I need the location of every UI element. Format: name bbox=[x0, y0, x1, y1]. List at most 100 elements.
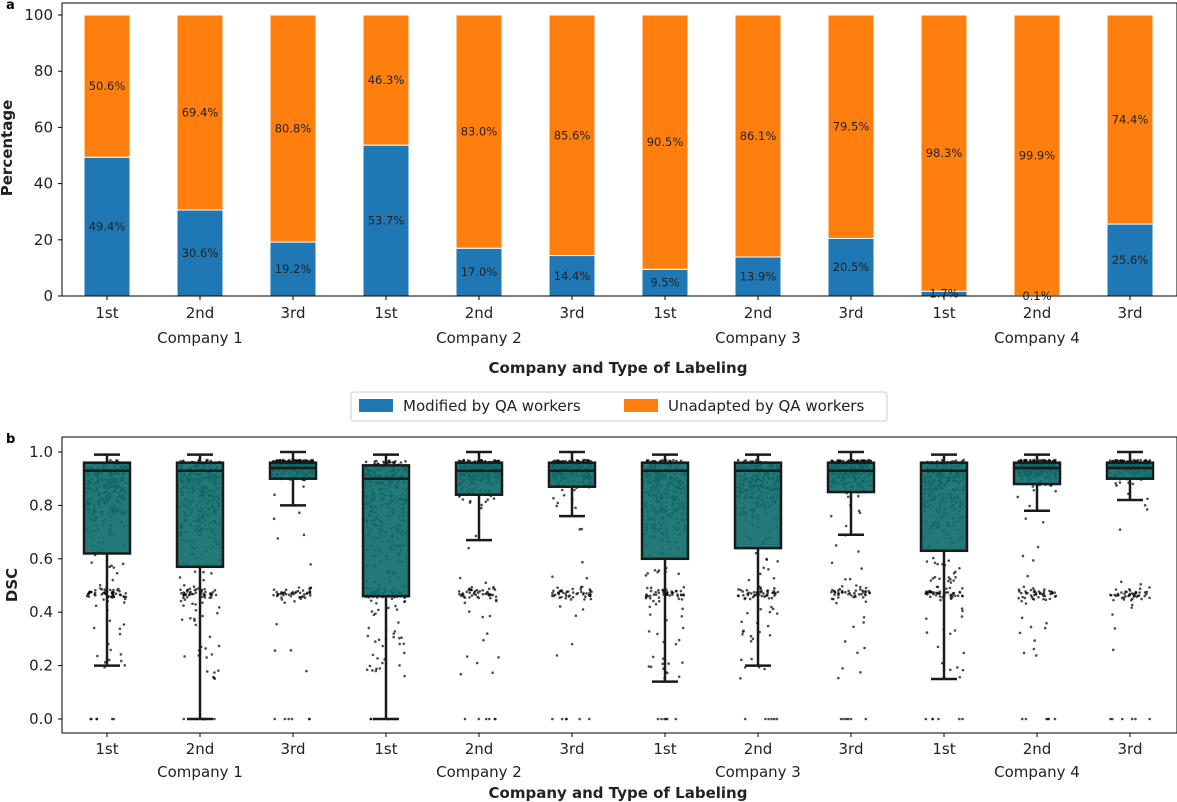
scatter-point bbox=[932, 556, 935, 560]
scatter-point bbox=[752, 594, 756, 597]
scatter-point bbox=[392, 635, 395, 639]
scatter-point bbox=[647, 630, 651, 633]
scatter-point bbox=[646, 572, 650, 575]
scatter-point bbox=[474, 534, 478, 538]
company-group-labels: Company 1 Company 2 Company 3 Company 4 bbox=[157, 763, 1080, 781]
scatter-point bbox=[461, 592, 465, 595]
scatter-point bbox=[90, 590, 93, 594]
scatter-point bbox=[583, 598, 586, 601]
scatter-point bbox=[767, 568, 770, 571]
scatter-point bbox=[111, 578, 115, 582]
scatter-point bbox=[648, 605, 652, 609]
x-tick-label: 3rd bbox=[1118, 740, 1143, 758]
scatter-point bbox=[571, 591, 575, 594]
scatter-point bbox=[933, 575, 937, 579]
scatter-point bbox=[1041, 520, 1045, 524]
scatter-point bbox=[122, 623, 126, 626]
scatter-point bbox=[952, 571, 956, 575]
scatter-point bbox=[485, 632, 489, 635]
box bbox=[268, 461, 318, 480]
scatter-point bbox=[681, 626, 685, 630]
scatter-point bbox=[931, 717, 935, 721]
scatter-point bbox=[649, 613, 652, 616]
scatter-point bbox=[1128, 587, 1131, 591]
scatter-point bbox=[214, 593, 218, 597]
scatter-point bbox=[1134, 717, 1137, 721]
scatter-point bbox=[853, 591, 856, 595]
data-label: 46.3% bbox=[368, 73, 405, 87]
scatter-point bbox=[94, 588, 97, 592]
scatter-point bbox=[89, 717, 92, 721]
scatter-point bbox=[740, 658, 743, 662]
scatter-point bbox=[849, 717, 853, 721]
scatter-point bbox=[107, 658, 111, 662]
scatter-point bbox=[961, 668, 965, 672]
scatter-point bbox=[279, 459, 282, 463]
x-tick-label: 3rd bbox=[281, 304, 306, 322]
scatter-point bbox=[462, 458, 466, 462]
scatter-point bbox=[1023, 596, 1027, 600]
scatter-point bbox=[184, 593, 188, 596]
scatter-point bbox=[584, 595, 587, 599]
scatter-point bbox=[767, 597, 771, 600]
scatter-point bbox=[202, 578, 205, 582]
scatter-point bbox=[765, 593, 769, 596]
scatter-point bbox=[864, 590, 867, 594]
scatter-point bbox=[933, 561, 937, 565]
scatter-point bbox=[1054, 594, 1058, 598]
scatter-point bbox=[272, 588, 276, 591]
bar-unadapted bbox=[455, 14, 503, 249]
scatter-point bbox=[188, 591, 192, 595]
scatter-point bbox=[119, 593, 123, 597]
scatter-point bbox=[474, 593, 478, 597]
scatter-point bbox=[552, 589, 555, 593]
scatter-point bbox=[1131, 482, 1135, 486]
scatter-point bbox=[1048, 589, 1051, 593]
scatter-point bbox=[748, 597, 752, 601]
scatter-point bbox=[1120, 591, 1123, 594]
scatter-point bbox=[1114, 482, 1117, 485]
scatter-point bbox=[840, 591, 844, 594]
scatter-point bbox=[844, 591, 847, 594]
bar-modified bbox=[827, 237, 875, 297]
scatter-point bbox=[1118, 528, 1122, 531]
scatter-point bbox=[839, 717, 843, 721]
scatter-point bbox=[1033, 639, 1036, 642]
scatter-point bbox=[773, 594, 776, 597]
scatter-point bbox=[859, 585, 862, 589]
scatter-point bbox=[1047, 458, 1051, 462]
scatter-point bbox=[1029, 625, 1033, 629]
scatter-point bbox=[275, 622, 278, 626]
scatter-point bbox=[1044, 598, 1048, 602]
scatter-point bbox=[934, 594, 938, 597]
scatter-point bbox=[1026, 574, 1029, 578]
data-label: 1.7% bbox=[929, 287, 958, 301]
scatter-point bbox=[377, 608, 380, 612]
scatter-point bbox=[741, 590, 745, 593]
scatter-point bbox=[571, 587, 575, 591]
scatter-point bbox=[193, 570, 197, 573]
scatter-point bbox=[100, 593, 104, 596]
scatter-point bbox=[488, 717, 491, 721]
data-label: 30.6% bbox=[182, 246, 219, 260]
scatter-point bbox=[484, 717, 488, 721]
scatter-point bbox=[749, 592, 753, 595]
bar-unadapted bbox=[176, 14, 224, 211]
data-label: 99.9% bbox=[1019, 148, 1056, 162]
scatter-point bbox=[178, 576, 182, 579]
y-tick-label: 0.8 bbox=[29, 496, 53, 514]
scatter-point bbox=[560, 595, 563, 599]
scatter-point bbox=[1026, 591, 1029, 595]
scatter-point bbox=[857, 593, 861, 596]
scatter-point bbox=[560, 717, 564, 721]
scatter-point bbox=[569, 598, 573, 601]
scatter-point bbox=[947, 579, 950, 583]
scatter-point bbox=[680, 593, 683, 597]
scatter-point bbox=[115, 571, 119, 575]
scatter-point bbox=[205, 656, 208, 659]
scatter-point bbox=[202, 594, 206, 597]
bar-unadapted bbox=[827, 14, 875, 239]
scatter-point bbox=[94, 604, 98, 608]
scatter-point bbox=[773, 587, 776, 590]
